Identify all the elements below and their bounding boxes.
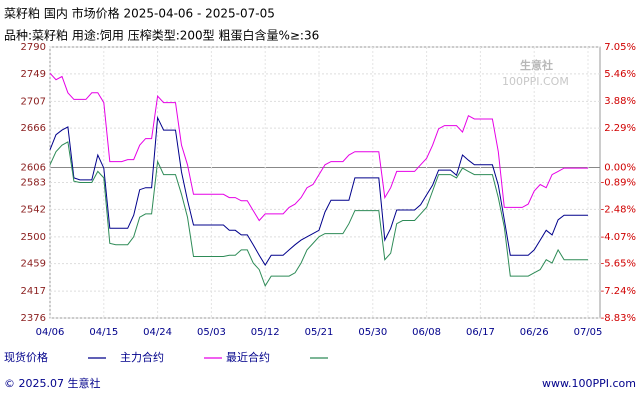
y2-tick-label: 0.00%	[604, 162, 636, 173]
y-tick-label: 2790	[21, 42, 46, 53]
series-line	[49, 72, 588, 222]
x-tick-label: 04/06	[36, 327, 65, 338]
y-tick-label: 2500	[21, 232, 46, 243]
y-tick-label: 2749	[21, 69, 46, 80]
y-tick-label: 2376	[21, 313, 46, 324]
x-tick-label: 04/24	[143, 327, 172, 338]
y2-tick-label: -7.24%	[601, 286, 636, 297]
x-tick-label: 05/12	[251, 327, 280, 338]
x-tick-label: 05/21	[305, 327, 334, 338]
x-tick-label: 05/30	[358, 327, 387, 338]
chart-title: 菜籽粕 国内 市场价格 2025-04-06 - 2025-07-05	[4, 6, 275, 21]
legend-label: 最近合约	[226, 350, 270, 364]
y2-tick-label: 3.88%	[604, 96, 636, 107]
watermark-url: 100PPI.COM	[502, 75, 569, 88]
y-tick-label: 2542	[21, 204, 46, 215]
series-line	[49, 141, 588, 288]
x-tick-label: 05/03	[197, 327, 226, 338]
legend-label: 现货价格	[4, 350, 48, 364]
y-tick-label: 2707	[21, 96, 46, 107]
y2-tick-label: -5.65%	[601, 259, 636, 270]
series-line	[49, 115, 588, 266]
legend-label: 主力合约	[120, 350, 164, 364]
y-tick-label: 2417	[21, 286, 46, 297]
y-tick-label: 2666	[21, 123, 46, 134]
y2-tick-label: 2.29%	[604, 123, 636, 134]
y2-tick-label: 7.05%	[604, 42, 636, 53]
x-tick-label: 07/05	[574, 327, 603, 338]
y2-tick-label: -0.89%	[601, 178, 636, 189]
chart-subtitle: 品种:菜籽粕 用途:饲用 压榨类型:200型 粗蛋白含量%≥:36	[4, 28, 319, 43]
y2-tick-label: -4.07%	[601, 232, 636, 243]
footer-right: www.100PPI.com	[542, 377, 636, 390]
watermark-name: 生意社	[520, 58, 553, 72]
y-tick-label: 2459	[21, 259, 46, 270]
x-tick-label: 06/17	[466, 327, 495, 338]
x-tick-label: 06/26	[520, 327, 549, 338]
y2-tick-label: 5.46%	[604, 69, 636, 80]
y2-tick-label: -2.48%	[601, 205, 636, 216]
x-tick-label: 04/15	[89, 327, 118, 338]
y-tick-label: 2606	[21, 162, 46, 173]
y-tick-label: 2583	[21, 178, 46, 189]
x-tick-label: 06/08	[412, 327, 441, 338]
footer-left: © 2025.07 生意社	[4, 376, 100, 390]
y2-tick-label: -8.83%	[601, 313, 636, 324]
